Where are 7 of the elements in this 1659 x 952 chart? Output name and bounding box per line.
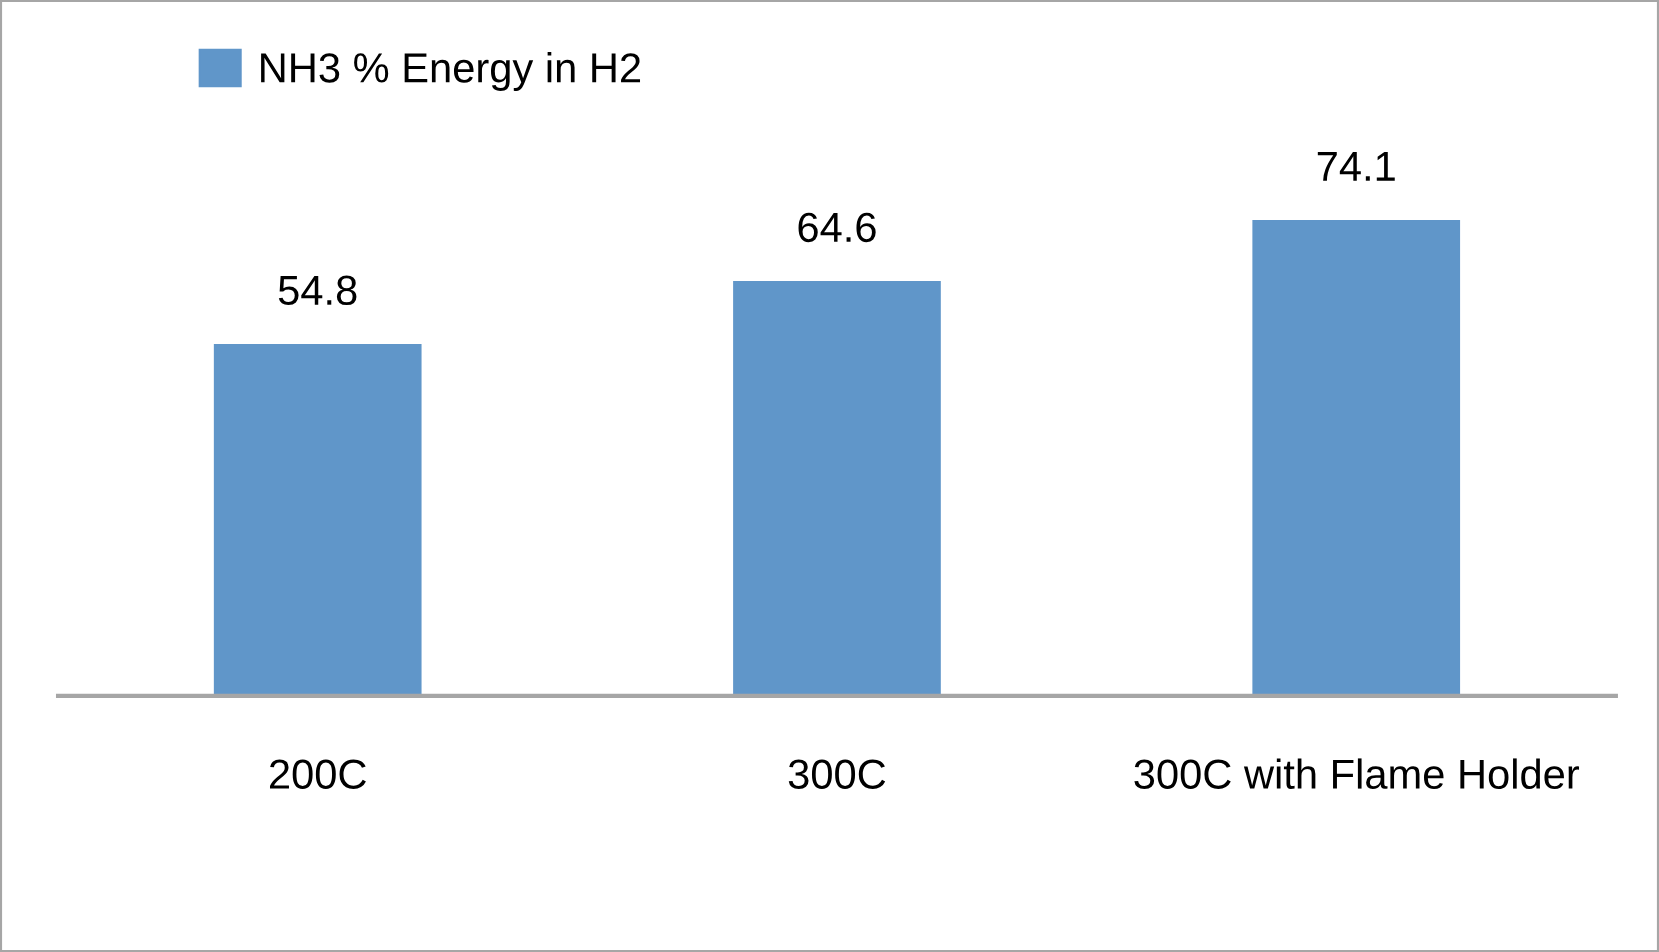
x-tick-label: 300C with Flame Holder <box>1134 758 1580 790</box>
data-label: 74.1 <box>1317 152 1395 181</box>
data-label: 64.6 <box>798 212 876 243</box>
data-label: 54.8 <box>278 275 357 306</box>
x-tick-label: 200C <box>269 759 366 790</box>
legend-label: NH3 % Energy in H2 <box>261 52 641 91</box>
x-tick-label: 300C <box>788 759 886 790</box>
